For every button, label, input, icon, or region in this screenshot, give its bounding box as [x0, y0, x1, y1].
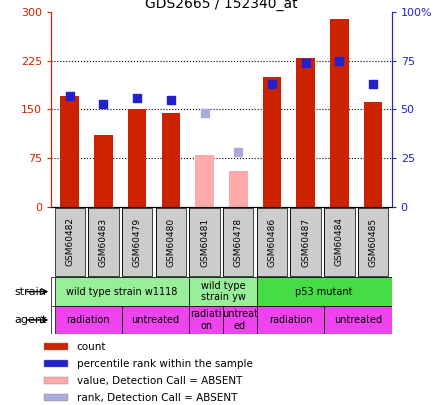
Text: value, Detection Call = ABSENT: value, Detection Call = ABSENT [77, 376, 242, 386]
Bar [358, 208, 388, 276]
Text: GSM60484: GSM60484 [335, 217, 344, 266]
Bar [44, 377, 69, 384]
Bar [296, 58, 315, 207]
Bar [128, 109, 146, 207]
Title: GDS2665 / 152340_at: GDS2665 / 152340_at [145, 0, 298, 11]
Bar [223, 208, 253, 276]
Point [268, 81, 275, 87]
Text: agent: agent [14, 315, 47, 325]
Text: count: count [77, 342, 106, 352]
Bar [229, 171, 247, 207]
Bar [257, 306, 324, 334]
Text: GSM60483: GSM60483 [99, 217, 108, 266]
Text: radiation: radiation [269, 315, 312, 325]
Text: strain: strain [15, 287, 47, 296]
Text: GSM60479: GSM60479 [133, 217, 142, 266]
Bar [257, 208, 287, 276]
Bar [263, 77, 281, 207]
Point [167, 96, 174, 103]
Text: radiation: radiation [66, 315, 110, 325]
Text: rank, Detection Call = ABSENT: rank, Detection Call = ABSENT [77, 393, 237, 403]
Point [100, 100, 107, 107]
Point [201, 110, 208, 117]
Bar [44, 343, 69, 350]
Bar [44, 394, 69, 401]
Text: GSM60487: GSM60487 [301, 217, 310, 266]
Bar [364, 102, 382, 207]
Bar [55, 306, 122, 334]
Point [235, 149, 242, 156]
Text: GSM60480: GSM60480 [166, 217, 175, 266]
Bar [88, 208, 118, 276]
Bar [156, 208, 186, 276]
Text: untreated: untreated [132, 315, 180, 325]
Text: wild type
strain yw: wild type strain yw [201, 281, 246, 303]
Text: p53 mutant: p53 mutant [295, 287, 353, 296]
Point [302, 60, 309, 66]
Bar [162, 113, 180, 207]
Bar [94, 135, 113, 207]
Text: GSM60481: GSM60481 [200, 217, 209, 266]
Bar [55, 277, 190, 306]
Bar [122, 306, 190, 334]
Text: untreat
ed: untreat ed [222, 309, 258, 331]
Text: GSM60485: GSM60485 [368, 217, 377, 266]
Text: GSM60486: GSM60486 [267, 217, 276, 266]
Point [66, 92, 73, 99]
Bar [122, 208, 152, 276]
Bar [324, 306, 392, 334]
Text: percentile rank within the sample: percentile rank within the sample [77, 359, 252, 369]
Text: GSM60478: GSM60478 [234, 217, 243, 266]
Bar [257, 277, 392, 306]
Bar [44, 360, 69, 367]
Bar [55, 208, 85, 276]
Bar [61, 96, 79, 207]
Point [336, 58, 343, 64]
Bar [190, 306, 223, 334]
Bar [195, 155, 214, 207]
Bar [291, 208, 321, 276]
Bar [324, 208, 355, 276]
Bar [223, 306, 257, 334]
Point [134, 94, 141, 101]
Text: untreated: untreated [334, 315, 382, 325]
Text: radiati
on: radiati on [190, 309, 222, 331]
Point [369, 81, 376, 87]
Bar [190, 277, 257, 306]
Text: GSM60482: GSM60482 [65, 217, 74, 266]
Text: wild type strain w1118: wild type strain w1118 [66, 287, 178, 296]
Bar [190, 208, 220, 276]
Bar [330, 19, 348, 207]
